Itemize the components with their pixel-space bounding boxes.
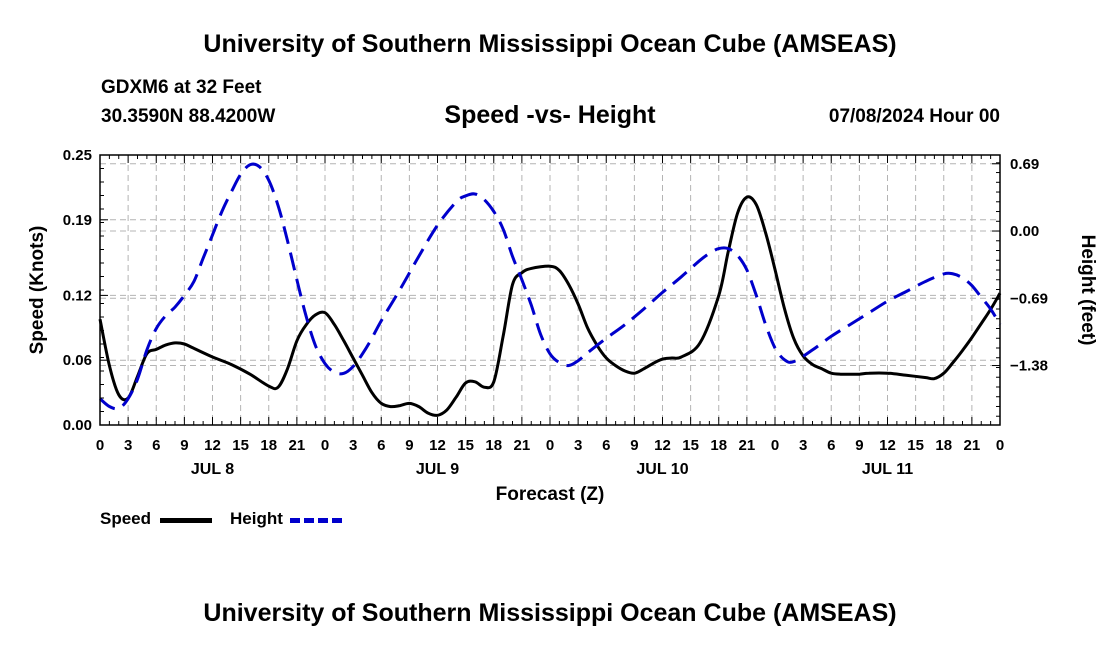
grid-layer [100,155,1000,425]
y2-tick-label: 0.69 [1010,156,1039,173]
chart-title: Speed -vs- Height [444,101,656,129]
forecast-issue-time: 07/08/2024 Hour 00 [828,106,1000,127]
bottom-title: University of Southern Mississippi Ocean… [203,599,897,627]
day-label: JUL 10 [636,461,688,478]
x-tick-label: 9 [405,437,413,454]
x-tick-label: 0 [771,437,779,454]
x-tick-label: 0 [546,437,554,454]
x-tick-label: 12 [429,437,446,454]
top-title: University of Southern Mississippi Ocean… [203,30,897,58]
y-tick-label: 0.19 [63,212,92,229]
x-tick-label: 15 [232,437,249,454]
x-tick-label: 12 [879,437,896,454]
x-tick-label: 21 [289,437,306,454]
x-tick-label: 9 [180,437,188,454]
x-tick-label: 3 [574,437,582,454]
y-tick-label: 0.12 [63,287,92,304]
x-tick-label: 0 [96,437,104,454]
x-tick-label: 0 [996,437,1004,454]
x-tick-label: 21 [964,437,981,454]
legend-height-swatch [290,518,342,523]
x-tick-label: 21 [739,437,756,454]
legend-speed-swatch [160,518,212,523]
series-layer [98,162,1002,417]
y2-tick-label: 0.00 [1010,223,1039,240]
y-tick-label: 0.06 [63,352,92,369]
y-tick-label: 0.00 [63,417,92,434]
x-tick-label: 12 [654,437,671,454]
axes-layer: 0 3 6 9 12 15 18 21 0 3 6 9 12 15 18 21 0 3 6 9 12 15 18 21 0 3 6 9… [63,147,1048,478]
x-tick-label: 15 [457,437,474,454]
x-tick-label: 3 [124,437,132,454]
x-tick-label: 6 [827,437,835,454]
x-tick-label: 3 [799,437,807,454]
day-label: JUL 8 [191,461,234,478]
station-coordinates: 30.3590N 88.4200W [101,106,276,127]
x-tick-label: 18 [260,437,277,454]
x-tick-label: 12 [204,437,221,454]
x-tick-label: 9 [855,437,863,454]
x-tick-label: 15 [907,437,924,454]
x-tick-label: 6 [602,437,610,454]
day-label: JUL 11 [862,461,913,478]
station-name: GDXM6 at 32 Feet [101,77,262,98]
x-tick-label: 6 [377,437,385,454]
series-line-speed [98,195,1002,417]
x-tick-label: 0 [321,437,329,454]
y2-tick-label: −0.69 [1010,290,1048,307]
day-label: JUL 9 [416,461,459,478]
x-tick-label: 9 [630,437,638,454]
y-tick-label: 0.25 [63,147,92,164]
legend-height-label: Height [230,509,283,528]
x-tick-label: 6 [152,437,160,454]
x-axis-label: Forecast (Z) [496,484,605,505]
x-tick-label: 21 [514,437,531,454]
y2-tick-label: −1.38 [1010,358,1048,375]
legend-speed-label: Speed [100,509,152,528]
y-axis-label: Speed (Knots) [27,226,48,355]
x-tick-label: 3 [349,437,357,454]
y2-axis-label: Height (feet) [1077,235,1098,346]
series-line-height [99,162,1002,411]
x-tick-label: 18 [935,437,952,454]
x-tick-label: 18 [710,437,727,454]
x-tick-label: 18 [485,437,502,454]
x-tick-label: 15 [682,437,699,454]
